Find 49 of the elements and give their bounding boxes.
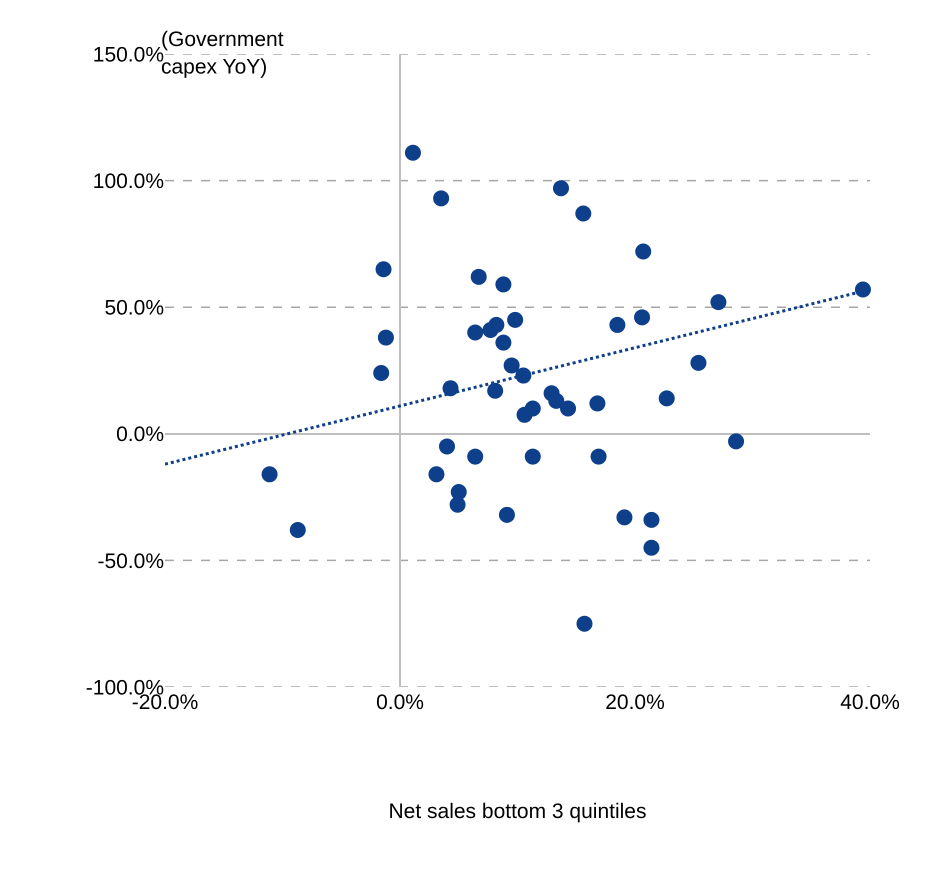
point	[616, 509, 632, 526]
x-axis-title: Net sales bottom 3 quintiles	[388, 800, 646, 824]
point	[504, 357, 520, 374]
point	[552, 180, 569, 196]
y-tick-label: -50.0%	[97, 550, 164, 573]
point	[404, 144, 421, 161]
y-tick-label: 50.0%	[104, 296, 164, 320]
point	[507, 312, 524, 328]
point	[690, 354, 706, 371]
point	[524, 400, 541, 416]
point	[439, 438, 455, 454]
point	[450, 496, 466, 513]
point	[290, 522, 306, 538]
point	[560, 400, 576, 416]
point	[589, 395, 606, 412]
point	[470, 268, 487, 285]
point	[442, 380, 459, 396]
point	[635, 244, 652, 260]
point	[433, 190, 450, 206]
point	[467, 324, 484, 341]
point	[576, 616, 592, 632]
y-tick-label: 0.0%	[116, 423, 164, 446]
point	[634, 309, 650, 326]
point	[575, 206, 592, 222]
x-tick-label: 20.0%	[605, 691, 665, 714]
point	[495, 334, 512, 351]
x-tick-label: 40.0%	[840, 691, 900, 714]
point	[262, 466, 278, 482]
point	[590, 448, 607, 465]
x-tick-label: 0.0%	[376, 691, 424, 714]
point	[854, 281, 871, 298]
point	[658, 390, 675, 406]
point	[376, 261, 392, 278]
point	[378, 330, 394, 346]
point	[428, 466, 444, 482]
point	[373, 365, 390, 382]
point	[495, 276, 512, 292]
point	[487, 382, 504, 399]
point	[710, 294, 726, 310]
point	[643, 540, 660, 556]
point	[498, 506, 515, 523]
point	[643, 512, 660, 528]
point	[467, 448, 484, 465]
point	[728, 433, 744, 450]
point	[548, 392, 564, 409]
point	[609, 316, 626, 333]
point	[488, 316, 504, 333]
y-tick-label: 100.0%	[92, 170, 164, 193]
point	[524, 448, 541, 465]
